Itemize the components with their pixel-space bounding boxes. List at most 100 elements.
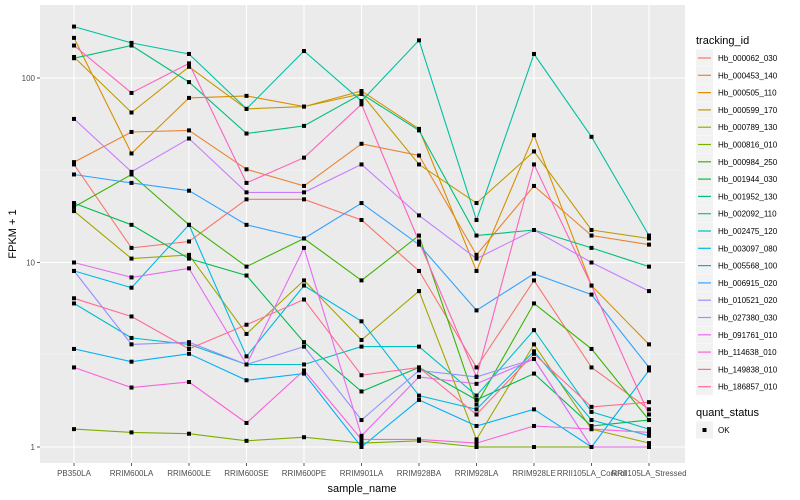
data-point-Hb_003097_080 — [474, 407, 479, 412]
data-point-Hb_006915_020 — [589, 292, 594, 297]
data-point-Hb_114638_010 — [72, 365, 76, 370]
data-point-Hb_001952_130 — [474, 233, 479, 238]
data-point-Hb_000062_030 — [72, 162, 76, 167]
data-point-Hb_005568_100 — [72, 346, 76, 351]
data-point-Hb_002092_110 — [359, 99, 364, 104]
data-point-Hb_000505_110 — [532, 133, 536, 138]
legend-label: Hb_002092_110 — [718, 210, 777, 219]
data-point-Hb_091761_010 — [129, 275, 134, 280]
data-point-Hb_002092_110 — [589, 134, 594, 139]
data-point-Hb_027380_030 — [72, 116, 76, 121]
data-point-Hb_000599_170 — [417, 162, 421, 167]
data-point-Hb_003097_080 — [532, 349, 536, 354]
data-point-Hb_001952_130 — [589, 245, 594, 250]
data-point-Hb_000453_140 — [532, 183, 536, 188]
data-point-Hb_000505_110 — [187, 95, 191, 100]
data-point-Hb_000816_010 — [244, 438, 249, 443]
data-point-Hb_001952_130 — [244, 131, 249, 136]
data-point-Hb_002475_120 — [647, 427, 651, 432]
data-point-Hb_006915_020 — [244, 222, 249, 227]
data-point-Hb_000984_250 — [129, 172, 134, 177]
data-point-Hb_186857_010 — [244, 322, 249, 327]
data-point-Hb_010521_020 — [187, 340, 191, 345]
data-point-Hb_002475_120 — [359, 344, 364, 349]
data-point-Hb_000453_140 — [474, 252, 479, 257]
y-axis: 1 10 100 — [22, 74, 40, 452]
legend-label: Hb_003097_080 — [718, 244, 778, 253]
data-point-Hb_003097_080 — [647, 433, 651, 438]
data-point-Hb_006915_020 — [417, 242, 421, 247]
data-point-Hb_000062_030 — [129, 245, 134, 250]
data-point-Hb_027380_030 — [302, 190, 306, 195]
data-point-Hb_000789_130 — [72, 209, 76, 214]
x-tick-label: PB350LA — [57, 469, 91, 478]
data-point-Hb_149838_010 — [359, 102, 364, 107]
data-point-Hb_005568_100 — [474, 423, 479, 428]
data-point-Hb_001944_030 — [359, 389, 364, 394]
data-point-Hb_006915_020 — [359, 201, 364, 206]
data-point-Hb_091761_010 — [647, 445, 651, 449]
x-tick-label: RRII105LA_Control — [557, 469, 627, 478]
data-point-Hb_027380_030 — [244, 190, 249, 195]
legend-label: Hb_000062_030 — [718, 54, 778, 63]
data-point-Hb_114638_010 — [302, 368, 306, 373]
data-point-Hb_027380_030 — [417, 213, 421, 218]
point-shape-icon — [702, 428, 707, 432]
data-point-Hb_114638_010 — [474, 441, 479, 446]
data-point-Hb_149838_010 — [647, 412, 651, 417]
legend-label: Hb_000789_130 — [718, 123, 778, 132]
data-point-Hb_091761_010 — [72, 260, 76, 265]
data-point-Hb_091761_010 — [359, 433, 364, 438]
legend-label: Hb_114638_010 — [718, 348, 777, 357]
data-point-Hb_000789_130 — [532, 342, 536, 347]
data-point-Hb_091761_010 — [417, 374, 421, 379]
y-tick-label: 10 — [26, 259, 35, 268]
data-point-Hb_149838_010 — [129, 90, 134, 95]
data-point-Hb_003097_080 — [129, 285, 134, 290]
y-tick-label: 1 — [31, 443, 36, 452]
data-point-Hb_000984_250 — [417, 233, 421, 238]
data-point-Hb_000789_130 — [129, 256, 134, 261]
legend-label: Hb_005568_100 — [718, 262, 778, 271]
x-tick-label: RRIM901LA — [340, 469, 384, 478]
data-point-Hb_000062_030 — [474, 365, 479, 370]
x-axis-title: sample_name — [327, 483, 396, 495]
data-point-Hb_006915_020 — [187, 188, 191, 193]
data-point-Hb_186857_010 — [417, 365, 421, 370]
data-point-Hb_114638_010 — [589, 427, 594, 432]
data-point-Hb_001952_130 — [417, 128, 421, 133]
data-point-Hb_000062_030 — [187, 239, 191, 244]
data-point-Hb_027380_030 — [647, 289, 651, 294]
legend-label: Hb_027380_030 — [718, 314, 778, 323]
data-point-Hb_002475_120 — [129, 335, 134, 340]
data-point-Hb_149838_010 — [302, 155, 306, 160]
data-point-Hb_002475_120 — [72, 301, 76, 306]
data-point-Hb_186857_010 — [359, 373, 364, 378]
data-point-Hb_091761_010 — [302, 245, 306, 250]
data-point-Hb_000453_140 — [359, 141, 364, 146]
data-point-Hb_000816_010 — [129, 430, 134, 435]
data-point-Hb_000453_140 — [72, 160, 76, 165]
data-point-Hb_000816_010 — [359, 441, 364, 446]
data-point-Hb_114638_010 — [532, 423, 536, 428]
data-point-Hb_000816_010 — [302, 435, 306, 440]
legend-label: Hb_000453_140 — [718, 71, 778, 80]
data-point-Hb_000505_110 — [244, 93, 249, 98]
data-point-Hb_001944_030 — [244, 273, 249, 278]
data-point-Hb_006915_020 — [302, 236, 306, 241]
data-point-Hb_002475_120 — [417, 344, 421, 349]
x-tick-label: RRIM928LA — [455, 469, 499, 478]
data-point-Hb_186857_010 — [532, 351, 536, 356]
legend: tracking_id Hb_000062_030 Hb_000453_140 Hb… — [696, 35, 778, 396]
y-tick-label: 100 — [22, 74, 36, 83]
data-point-Hb_005568_100 — [187, 351, 191, 356]
data-point-Hb_003097_080 — [187, 222, 191, 227]
data-point-Hb_000599_170 — [129, 110, 134, 115]
data-point-Hb_005568_100 — [302, 371, 306, 376]
data-point-Hb_149838_010 — [589, 283, 594, 288]
legend-label: Hb_006915_020 — [718, 279, 778, 288]
x-tick-label: RRIM600LA — [110, 469, 154, 478]
data-point-Hb_027380_030 — [187, 136, 191, 141]
data-point-Hb_000984_250 — [244, 264, 249, 269]
